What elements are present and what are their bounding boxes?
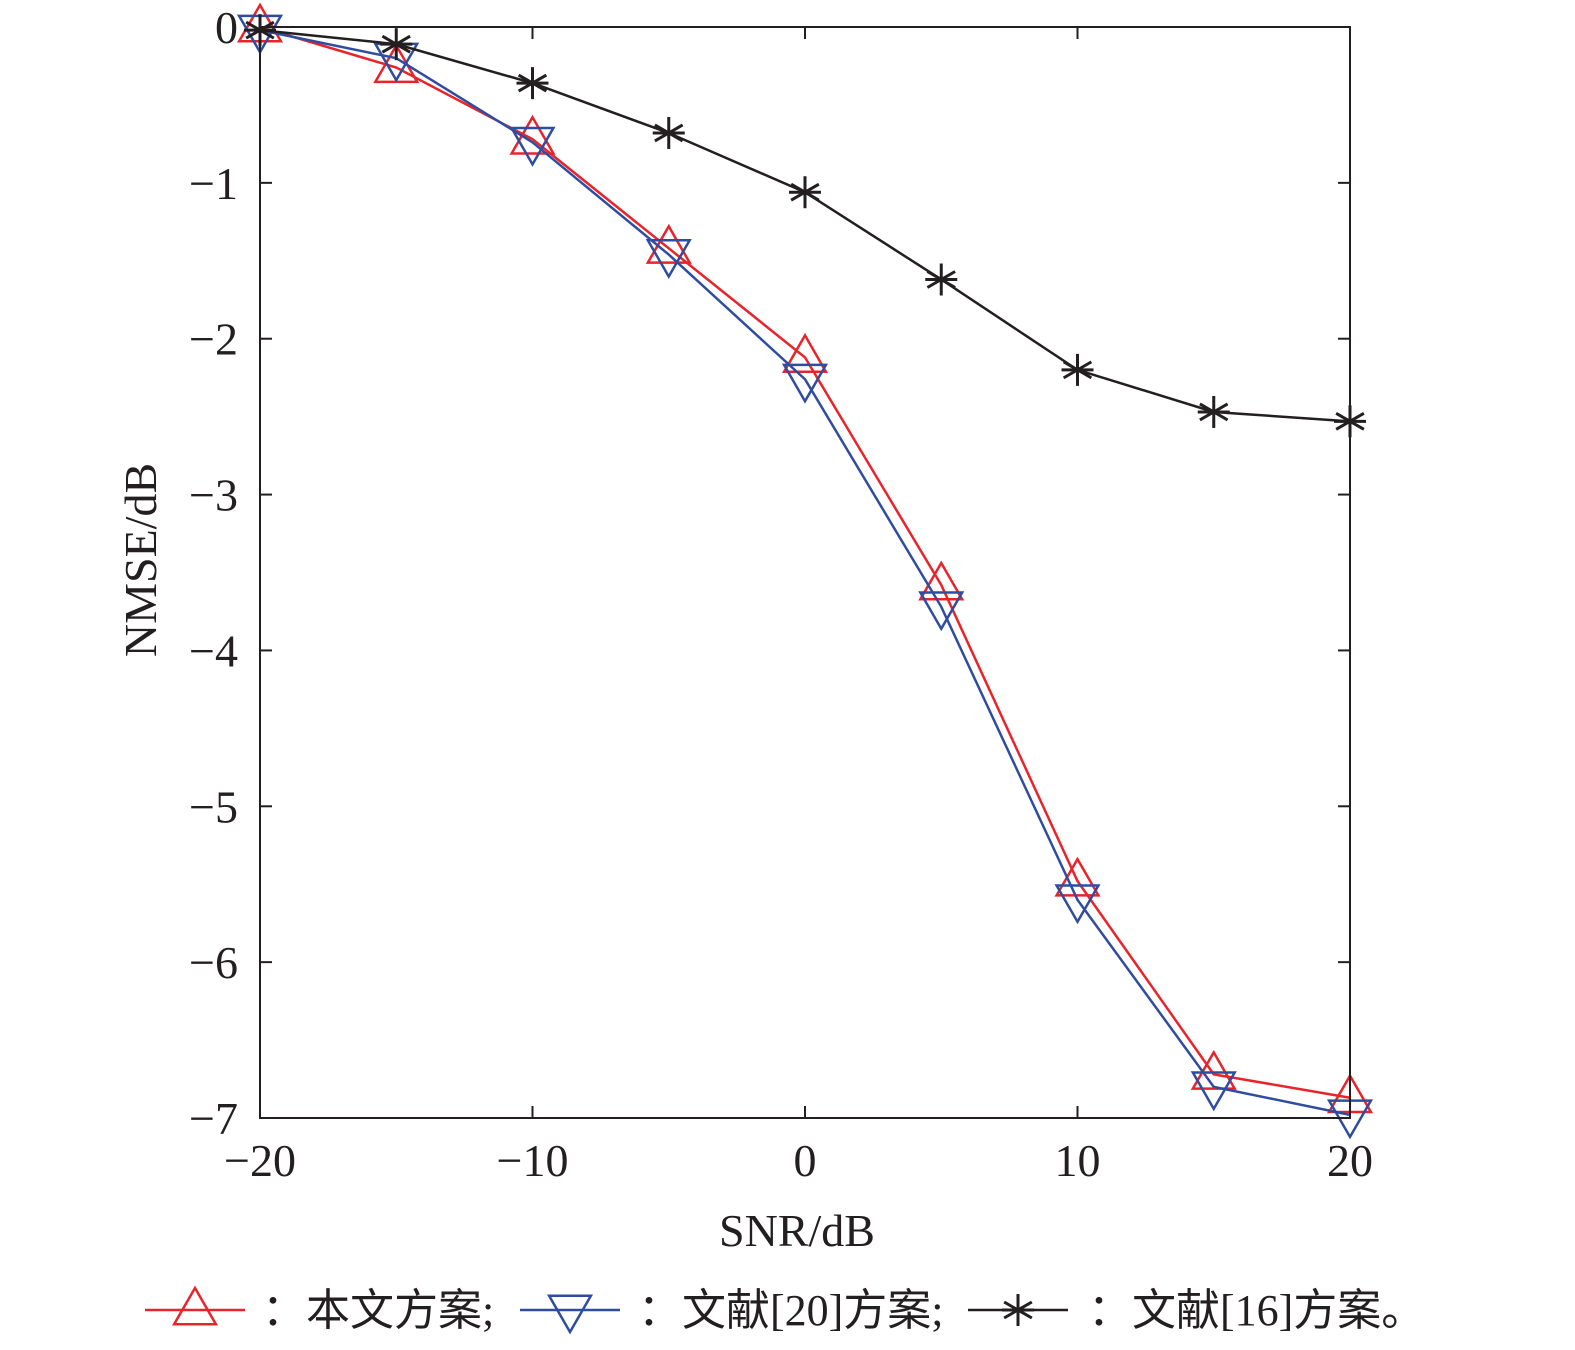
legend-label: ：本文方案; [262, 1286, 494, 1335]
data-point [1054, 884, 1101, 925]
data-point [516, 67, 549, 100]
series-line [259, 25, 1351, 1099]
x-tick-label: −10 [497, 1135, 569, 1186]
y-axis-label: NMSE/dB [115, 463, 166, 657]
data-point [1197, 395, 1230, 428]
series-2 [236, 14, 1374, 1140]
y-tick-label: −1 [189, 158, 238, 209]
legend-marker [171, 1285, 219, 1326]
data-point [781, 332, 829, 373]
data-point [1054, 856, 1101, 897]
y-tick-label: −7 [189, 1093, 238, 1144]
data-point [645, 223, 692, 264]
x-tick-label: −20 [224, 1135, 296, 1186]
series-3 [244, 14, 1366, 438]
data-point [509, 126, 556, 167]
x-tick-label: 20 [1327, 1135, 1373, 1186]
series-line [259, 28, 1351, 423]
axes: −20 −10 0 10 20 0 −1 −2 −3 −4 −5 −6 −7 [189, 2, 1373, 1186]
data-point [509, 114, 556, 155]
y-tick-label: −5 [189, 781, 238, 832]
data-point [380, 28, 413, 61]
legend-item-1: ：本文方案; [145, 1285, 494, 1335]
x-axis-label: SNR/dB [719, 1205, 875, 1256]
legend-marker [1002, 1294, 1034, 1326]
legend-marker [546, 1294, 594, 1335]
y-tick-label: −6 [189, 937, 238, 988]
legend-label: ：文献[16]方案。 [1088, 1286, 1425, 1335]
x-tick-label: 10 [1055, 1135, 1101, 1186]
data-point [918, 591, 965, 632]
x-tick-label: 0 [794, 1135, 817, 1186]
data-point [1190, 1071, 1237, 1112]
data-point [789, 176, 821, 209]
legend-item-3: ：文献[16]方案。 [968, 1286, 1425, 1335]
legend-item-2: ：文献[20]方案; [520, 1286, 944, 1335]
y-tick-label: −4 [189, 625, 238, 676]
data-point [925, 263, 958, 296]
series-line [259, 28, 1351, 1117]
data-point [645, 239, 692, 280]
y-tick-label: −3 [189, 470, 238, 521]
plot-area [236, 2, 1374, 1140]
data-point [781, 363, 829, 404]
legend-label: ：文献[20]方案; [638, 1286, 944, 1335]
data-point [918, 560, 965, 601]
series-1 [236, 2, 1374, 1114]
legend: ：本文方案; ：文献[20]方案; ：文献[16]方案。 [145, 1285, 1425, 1335]
y-tick-label: −2 [189, 314, 238, 365]
data-point [1061, 353, 1094, 386]
y-tick-label: 0 [215, 2, 238, 53]
data-point [652, 116, 685, 149]
